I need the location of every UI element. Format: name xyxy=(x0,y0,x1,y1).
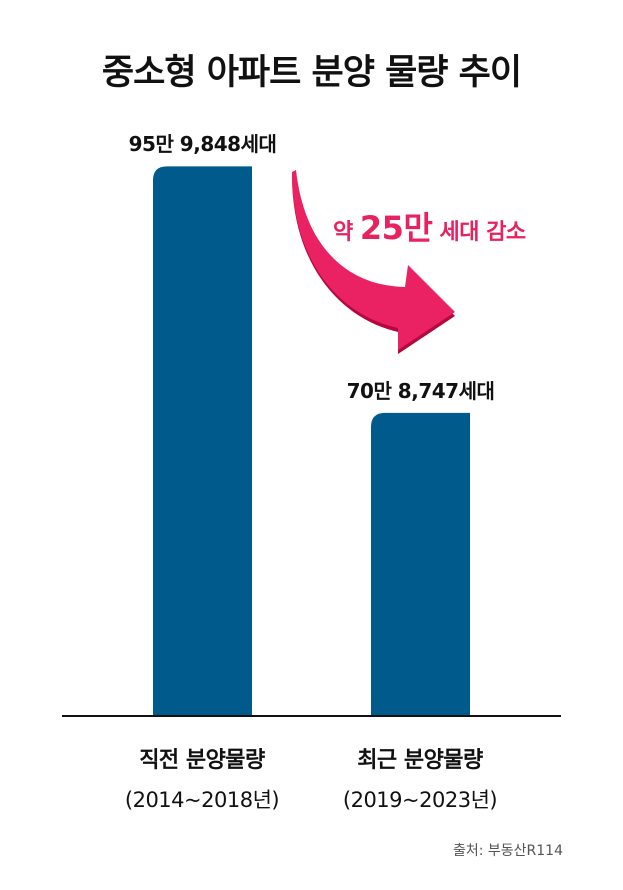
category-label-1: 최근 분양물량 (2019~2023년) xyxy=(300,742,540,814)
annotation-prefix: 약 xyxy=(333,220,360,245)
category-name: 직전 분양물량 xyxy=(139,748,265,773)
annotation-value: 25만 xyxy=(359,209,433,247)
category-name: 최근 분양물량 xyxy=(357,748,483,773)
decrease-annotation: 약 25만 세대 감소 xyxy=(333,203,526,249)
source-note: 출처: 부동산R114 xyxy=(452,843,563,859)
category-label-0: 직전 분양물량 (2014~2018년) xyxy=(82,742,322,814)
bar-1 xyxy=(371,412,470,716)
data-label-0: 95만 9,848세대 xyxy=(128,132,277,157)
bar-0 xyxy=(153,166,252,716)
decrease-arrow-icon xyxy=(292,170,455,354)
data-label-1: 70만 8,747세대 xyxy=(346,378,495,403)
annotation-suffix: 세대 감소 xyxy=(432,220,527,245)
category-period: (2014~2018년) xyxy=(124,788,280,812)
chart-title: 중소형 아파트 분양 물량 추이 xyxy=(101,53,522,93)
category-period: (2019~2023년) xyxy=(342,788,498,812)
